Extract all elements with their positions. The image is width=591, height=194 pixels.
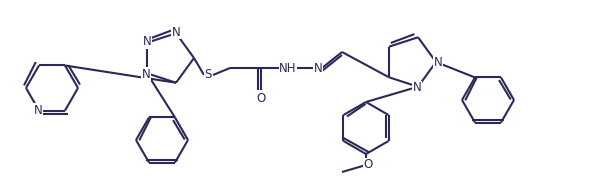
Text: O: O: [363, 158, 372, 171]
Text: O: O: [256, 92, 265, 105]
Text: N: N: [413, 81, 421, 94]
Text: N: N: [34, 104, 43, 117]
Text: S: S: [204, 68, 212, 81]
Text: N: N: [171, 26, 180, 39]
Text: N: N: [142, 68, 150, 81]
Text: N: N: [434, 56, 443, 69]
Text: N: N: [314, 61, 322, 74]
Text: NH: NH: [280, 61, 297, 74]
Text: N: N: [142, 35, 151, 48]
